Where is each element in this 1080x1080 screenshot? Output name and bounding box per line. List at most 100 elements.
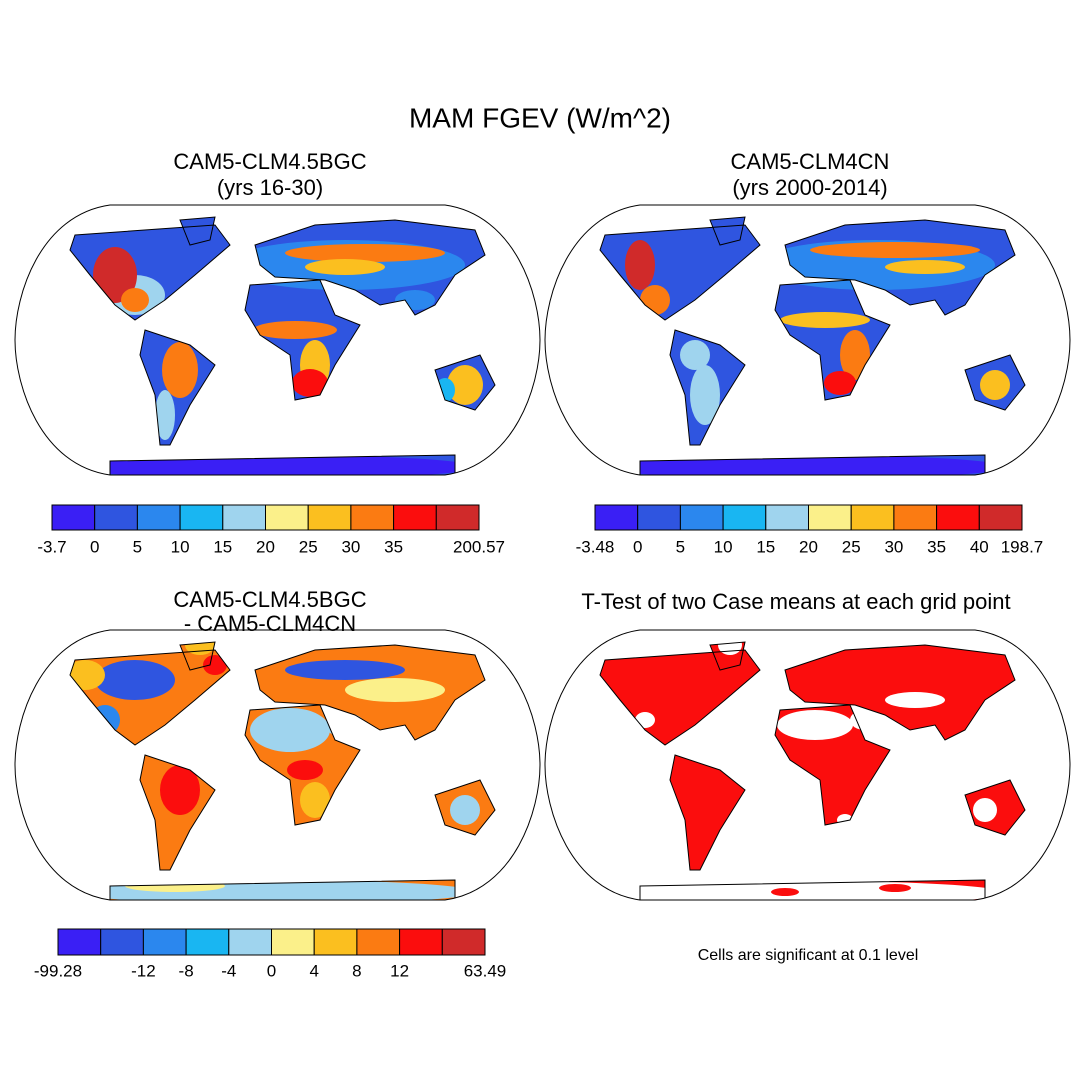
colorbar-box — [893, 504, 938, 531]
colorbar-label: 5 — [676, 537, 685, 556]
colorbar-box — [978, 504, 1023, 531]
colorbar-label: 8 — [352, 961, 361, 980]
field-patch — [253, 321, 337, 339]
figure-title: MAM FGEV (W/m^2) — [409, 102, 671, 133]
colorbar-box — [441, 928, 486, 956]
colorbar-box — [594, 504, 639, 531]
colorbar-box — [57, 928, 102, 956]
field-patch — [885, 260, 965, 274]
coastline — [639, 879, 986, 900]
colorbar-label: 0 — [90, 537, 99, 556]
coastline — [774, 704, 891, 826]
colorbar-label: 20 — [799, 537, 818, 556]
colorbar-label: 15 — [756, 537, 775, 556]
coastline — [254, 644, 486, 741]
field-patch — [305, 259, 385, 275]
field-patch — [435, 378, 455, 402]
colorbar-box — [808, 504, 852, 531]
field-patch — [285, 660, 405, 680]
field-patch — [95, 660, 175, 700]
colorbar-box — [185, 928, 230, 956]
colorbar-box — [350, 504, 395, 531]
coastline — [109, 454, 456, 475]
field-patch — [250, 708, 330, 752]
colorbar-box — [179, 504, 224, 531]
field-patch — [885, 692, 945, 708]
colorbar-box — [936, 504, 980, 531]
field-patch — [840, 330, 870, 380]
colorbar-label: 5 — [133, 537, 142, 556]
colorbar-box — [399, 928, 443, 956]
field-patch — [125, 880, 225, 892]
coastline — [179, 216, 216, 246]
coastline — [709, 641, 746, 671]
field-patch — [121, 288, 149, 312]
colorbar-box — [435, 504, 480, 531]
field-patch — [155, 390, 175, 440]
coastline — [69, 224, 231, 321]
colorbar-label: 30 — [341, 537, 360, 556]
field-patch — [203, 655, 227, 675]
field-patch — [690, 365, 720, 425]
panel-title: CAM5-CLM4.5BGC — [173, 149, 366, 174]
field-patch — [824, 371, 856, 395]
field-patch — [162, 342, 198, 398]
colorbar-label: 35 — [927, 537, 946, 556]
panel-title: CAM5-CLM4CN — [731, 149, 890, 174]
coastline — [179, 641, 216, 671]
colorbar-box — [222, 504, 267, 531]
map — [14, 204, 541, 476]
coastline — [139, 754, 216, 871]
coastline — [599, 649, 761, 746]
colorbar-box — [100, 928, 144, 956]
colorbar-label: 35 — [384, 537, 403, 556]
colorbar-label: 0 — [633, 537, 642, 556]
field-patch — [447, 365, 483, 405]
coastline — [69, 649, 231, 746]
field-patch — [635, 712, 655, 728]
field-patch — [325, 713, 365, 737]
colorbar-label: 15 — [213, 537, 232, 556]
colorbar-label: 40 — [970, 537, 989, 556]
colorbar-label: 20 — [256, 537, 275, 556]
colorbar-box — [393, 504, 437, 531]
coastline — [599, 224, 761, 321]
map — [14, 629, 541, 901]
field-patch — [810, 242, 980, 258]
colorbar-label: -4 — [221, 961, 236, 980]
coastline — [784, 219, 1016, 316]
field-patch — [160, 765, 200, 815]
field-patch — [605, 455, 1005, 475]
colorbar-box — [136, 504, 181, 531]
panel-note: Cells are significant at 0.1 level — [698, 947, 919, 964]
colorbar-label: -3.48 — [576, 537, 615, 556]
panel-subtitle: (yrs 2000-2014) — [732, 175, 887, 200]
colorbar-box — [142, 928, 187, 956]
coastline — [244, 279, 361, 401]
colorbar-box — [722, 504, 767, 531]
colorbar-label: 63.49 — [464, 961, 507, 980]
coastline — [709, 216, 746, 246]
colorbar-label: 0 — [267, 961, 276, 980]
field-patch — [287, 760, 323, 780]
field-patch — [450, 795, 480, 825]
colorbar-label: 25 — [299, 537, 318, 556]
field-patch — [780, 312, 870, 328]
map-frame — [544, 629, 1071, 901]
colorbar-box — [307, 504, 352, 531]
colorbar-label: -12 — [131, 961, 156, 980]
coastline — [784, 644, 1016, 741]
coastline — [964, 779, 1026, 836]
colorbar-label: 4 — [309, 961, 318, 980]
land — [600, 642, 1025, 900]
field-patch — [980, 370, 1010, 400]
colorbar-box — [765, 504, 809, 531]
coastline — [434, 779, 496, 836]
colorbar-label: 10 — [714, 537, 733, 556]
panel-title: CAM5-CLM4.5BGC — [173, 587, 366, 612]
map-frame — [14, 204, 541, 476]
field-patch — [879, 884, 911, 892]
colorbar-label: 10 — [171, 537, 190, 556]
